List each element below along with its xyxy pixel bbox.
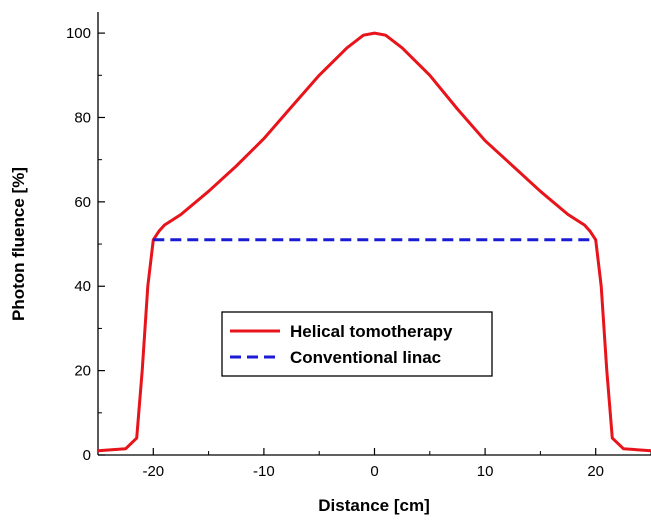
- ticks: -20 -10 0 10 20 0 20 40 60 80 100: [66, 25, 651, 480]
- y-tick-label: 60: [74, 194, 91, 211]
- x-tick-label: 10: [477, 463, 494, 480]
- y-axis-title: Photon fluence [%]: [9, 167, 28, 321]
- y-tick-label: 100: [66, 25, 91, 42]
- axes: [97, 12, 651, 456]
- y-tick-label: 20: [74, 363, 91, 380]
- y-tick-label: 0: [83, 447, 91, 464]
- x-axis-title: Distance [cm]: [318, 496, 429, 515]
- legend: Helical tomotherapy Conventional linac: [221, 311, 493, 377]
- series-layer: [97, 31, 651, 453]
- y-tick-label: 40: [74, 278, 91, 295]
- x-tick-label: 0: [370, 463, 378, 480]
- x-tick-label: -10: [253, 463, 275, 480]
- y-tick-label: 80: [74, 109, 91, 126]
- series-line-0: [97, 31, 651, 453]
- x-tick-label: -20: [142, 463, 164, 480]
- legend-label-1: Conventional linac: [290, 348, 441, 367]
- x-tick-label: 20: [587, 463, 604, 480]
- legend-box: [221, 311, 493, 377]
- legend-label-0: Helical tomotherapy: [290, 322, 453, 341]
